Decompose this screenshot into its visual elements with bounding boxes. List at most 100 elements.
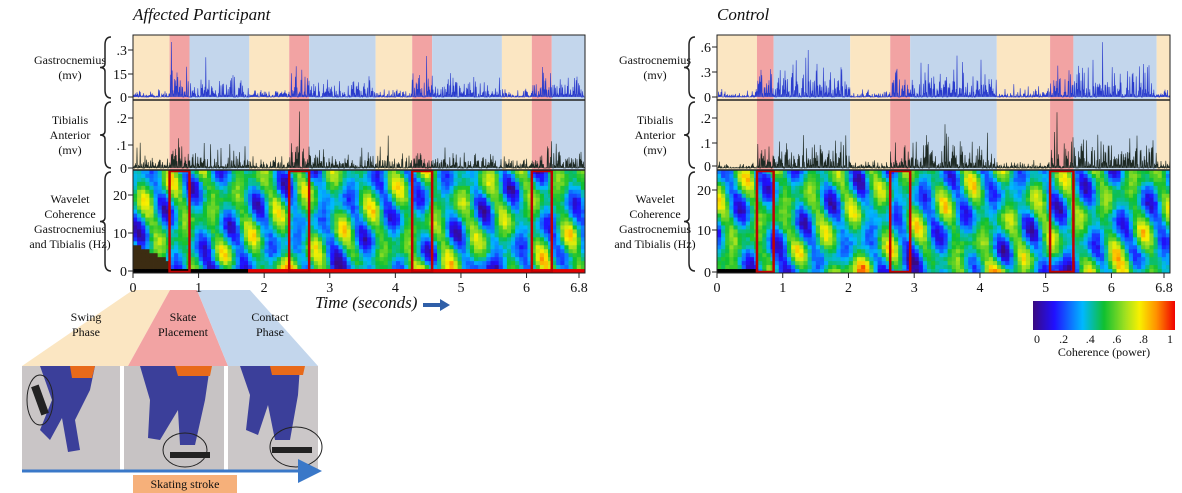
heat-cell	[478, 241, 483, 245]
heat-cell	[182, 206, 187, 210]
heat-cell	[260, 210, 265, 214]
heat-cell	[244, 182, 249, 186]
heat-cell	[470, 229, 475, 233]
heat-cell	[301, 218, 306, 222]
heat-cell	[207, 206, 212, 210]
heat-cell	[149, 229, 154, 233]
heat-cell	[248, 241, 253, 245]
heat-cell	[244, 237, 249, 241]
heat-cell	[1038, 225, 1043, 229]
heat-cell	[137, 253, 142, 257]
heat-cell	[384, 241, 389, 245]
heat-cell	[828, 233, 833, 237]
heat-cell	[334, 190, 339, 194]
heat-cell	[812, 202, 817, 206]
heat-cell	[260, 245, 265, 249]
heat-cell	[733, 194, 738, 198]
heat-cell	[375, 214, 380, 218]
heat-cell	[993, 198, 998, 202]
heat-cell	[347, 241, 352, 245]
heat-cell	[1030, 194, 1035, 198]
heat-cell	[779, 214, 784, 218]
heat-cell	[515, 214, 520, 218]
heat-cell	[158, 190, 163, 194]
heat-cell	[824, 186, 829, 190]
heat-cell	[495, 182, 500, 186]
heat-cell	[1026, 214, 1031, 218]
heat-cell	[564, 194, 569, 198]
heat-cell	[1034, 210, 1039, 214]
heat-cell	[269, 186, 274, 190]
heat-cell	[437, 218, 442, 222]
heat-cell	[746, 174, 751, 178]
heat-cell	[154, 202, 159, 206]
heat-cell	[993, 257, 998, 261]
heat-cell	[536, 186, 541, 190]
heat-cell	[203, 261, 208, 265]
heat-cell	[215, 249, 220, 253]
heat-cell	[334, 186, 339, 190]
heat-cell	[993, 265, 998, 269]
heat-cell	[199, 253, 204, 257]
heat-cell	[960, 245, 965, 249]
heat-cell	[326, 261, 331, 265]
heat-cell	[750, 233, 755, 237]
heat-cell	[137, 210, 142, 214]
heat-cell	[223, 225, 228, 229]
heat-cell	[540, 241, 545, 245]
heat-cell	[939, 261, 944, 265]
heat-cell	[972, 202, 977, 206]
heat-cell	[915, 245, 920, 249]
heat-cell	[824, 245, 829, 249]
heat-cell	[795, 214, 800, 218]
heat-cell	[1005, 225, 1010, 229]
heat-cell	[363, 206, 368, 210]
heat-cell	[523, 198, 528, 202]
heat-cell	[203, 210, 208, 214]
heat-cell	[223, 182, 228, 186]
heat-cell	[252, 210, 257, 214]
heat-cell	[944, 218, 949, 222]
heat-cell	[330, 202, 335, 206]
heat-cell	[162, 225, 167, 229]
heat-cell	[499, 261, 504, 265]
heat-cell	[191, 241, 196, 245]
heat-cell	[873, 249, 878, 253]
heat-cell	[380, 265, 385, 269]
heat-cell	[849, 178, 854, 182]
heat-cell	[273, 249, 278, 253]
heat-cell	[417, 233, 422, 237]
heat-cell	[454, 261, 459, 265]
heat-cell	[145, 206, 150, 210]
heat-cell	[573, 265, 578, 269]
heat-cell	[482, 186, 487, 190]
heat-cell	[894, 190, 899, 194]
heat-cell	[853, 194, 858, 198]
heat-cell	[812, 241, 817, 245]
heat-cell	[725, 233, 730, 237]
heat-cell	[326, 241, 331, 245]
heat-cell	[820, 237, 825, 241]
heat-cell	[1018, 257, 1023, 261]
heat-cell	[417, 178, 422, 182]
heat-cell	[799, 214, 804, 218]
heat-cell	[861, 214, 866, 218]
heat-cell	[507, 202, 512, 206]
heat-cell	[985, 178, 990, 182]
heat-cell	[779, 257, 784, 261]
heat-cell	[783, 218, 788, 222]
heat-cell	[203, 202, 208, 206]
heat-cell	[729, 214, 734, 218]
heat-cell	[322, 241, 327, 245]
heat-cell	[944, 178, 949, 182]
heat-cell	[832, 198, 837, 202]
heat-cell	[960, 182, 965, 186]
heat-cell	[174, 229, 179, 233]
heat-cell	[750, 253, 755, 257]
heat-cell	[902, 186, 907, 190]
heat-cell	[536, 174, 541, 178]
heat-cell	[293, 245, 298, 249]
heat-cell	[787, 182, 792, 186]
heat-cell	[195, 186, 200, 190]
heat-cell	[367, 257, 372, 261]
